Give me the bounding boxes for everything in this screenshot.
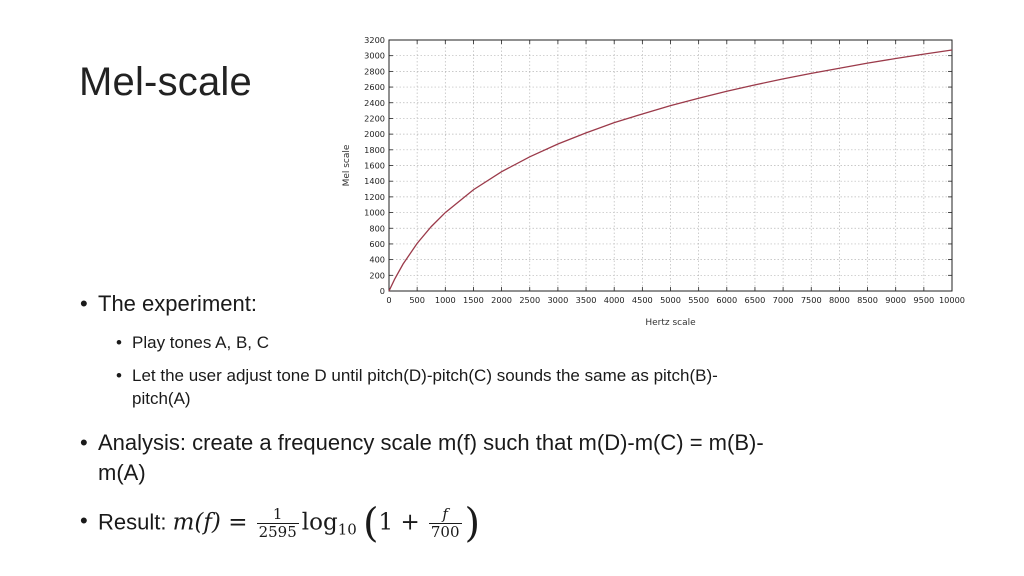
bullet-experiment: • The experiment: [80, 289, 257, 319]
formula-open-paren: ( [362, 500, 379, 547]
y-tick-label: 1000 [364, 208, 385, 218]
x-tick-label: 7500 [801, 295, 822, 305]
y-tick-label: 2600 [364, 82, 385, 92]
experiment-label: The experiment: [98, 291, 257, 316]
formula-log-base: 10 [337, 520, 357, 539]
x-tick-label: 5000 [660, 295, 681, 305]
x-tick-label: 3000 [547, 295, 568, 305]
y-tick-label: 2200 [364, 113, 385, 123]
y-tick-label: 2400 [364, 98, 385, 108]
sub-bullet-play-tones: • Play tones A, B, C [116, 331, 269, 354]
f-numerator: f [428, 506, 462, 524]
x-tick-label: 7000 [773, 295, 794, 305]
coef-denominator: 2595 [258, 523, 297, 541]
formula-log: log [301, 509, 338, 536]
x-tick-label: 6500 [745, 295, 766, 305]
y-tick-label: 3000 [364, 51, 385, 61]
x-tick-label: 4500 [632, 295, 653, 305]
y-axis-label: Mel scale [342, 144, 352, 186]
mel-scale-chart: 0 500 1000 1500 2000 2500 3000 3500 4000 4500 5000… [342, 35, 965, 328]
bullet-glyph: • [80, 508, 88, 533]
f-denominator: 700 [430, 523, 460, 541]
chart-series [388, 49, 953, 292]
x-tick-label: 0 [386, 295, 391, 305]
sub-bullet-adjust-tone: • Let the user adjust tone D until pitch… [116, 364, 972, 410]
x-tick-label: 8500 [857, 295, 878, 305]
y-tick-label: 2000 [364, 129, 385, 139]
formula-f-fraction: f 700 [428, 506, 462, 541]
bullet-glyph: • [116, 366, 122, 385]
x-tick-label: 4000 [604, 295, 625, 305]
x-tick-label: 6000 [716, 295, 737, 305]
y-tick-label: 1800 [364, 145, 385, 155]
x-tick-label: 2000 [491, 295, 512, 305]
x-tick-label: 9500 [913, 295, 934, 305]
y-tick-label: 400 [369, 255, 385, 265]
x-tick-label: 1000 [435, 295, 456, 305]
y-tick-label: 1600 [364, 161, 385, 171]
bullet-glyph: • [80, 430, 88, 455]
x-tick-label: 3500 [576, 295, 597, 305]
mel-curve-line [388, 49, 953, 292]
y-tick-label: 2800 [364, 66, 385, 76]
y-tick-label: 800 [369, 223, 385, 233]
coef-numerator: 1 [256, 506, 299, 524]
x-tick-label: 5500 [688, 295, 709, 305]
sub-bullet-text: Play tones A, B, C [132, 333, 270, 352]
bullet-result: • Result: m(f) = 1 2595 log10 (1 + f 700… [80, 504, 480, 544]
chart-ticks: 0 500 1000 1500 2000 2500 3000 3500 4000 4500 5000… [364, 35, 965, 305]
analysis-text-line2: m(A) [98, 460, 146, 485]
y-tick-label: 1200 [364, 192, 385, 202]
bullet-glyph: • [80, 291, 88, 316]
x-axis-label: Hertz scale [645, 318, 696, 328]
x-tick-label: 10000 [939, 295, 965, 305]
formula-coefficient: 1 2595 [256, 506, 299, 541]
x-tick-label: 500 [409, 295, 425, 305]
bullet-analysis: • Analysis: create a frequency scale m(f… [80, 428, 958, 488]
formula-one-plus: 1 + [378, 509, 420, 536]
x-tick-label: 2500 [519, 295, 540, 305]
x-tick-label: 9000 [885, 295, 906, 305]
y-tick-label: 3200 [364, 35, 385, 45]
y-tick-label: 1400 [364, 176, 385, 186]
slide-title: Mel-scale [79, 60, 252, 104]
x-tick-label: 8000 [829, 295, 850, 305]
chart-grid [388, 39, 953, 292]
formula-close-paren: ) [464, 500, 481, 547]
analysis-text-line1: Analysis: create a frequency scale m(f) … [98, 430, 764, 455]
bullet-glyph: • [116, 333, 122, 352]
y-tick-label: 0 [380, 286, 385, 296]
y-tick-label: 600 [369, 239, 385, 249]
sub-bullet-text-line1: Let the user adjust tone D until pitch(D… [132, 366, 718, 385]
sub-bullet-text-line2: pitch(A) [132, 389, 191, 408]
formula-lhs: m(f) = [172, 509, 248, 536]
x-tick-label: 1500 [463, 295, 484, 305]
y-tick-label: 200 [369, 270, 385, 280]
result-label: Result: [98, 509, 167, 535]
